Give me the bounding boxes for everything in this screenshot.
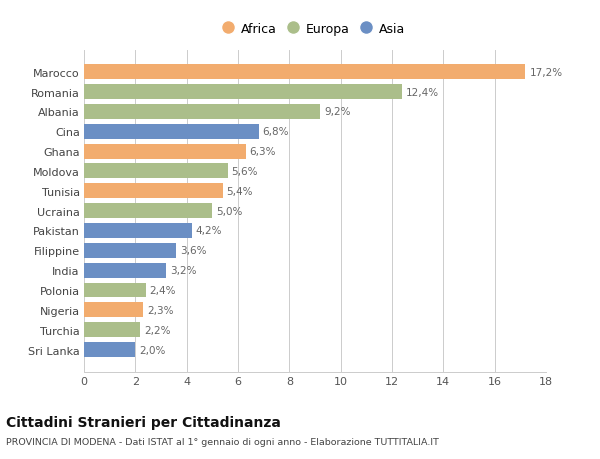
Text: 2,0%: 2,0% [139,345,166,355]
Bar [84,263,166,278]
Bar [84,164,228,179]
Bar [84,85,402,100]
Text: 12,4%: 12,4% [406,87,439,97]
Bar [84,323,140,337]
Legend: Africa, Europa, Asia: Africa, Europa, Asia [220,18,410,41]
Bar [84,342,136,357]
Text: PROVINCIA DI MODENA - Dati ISTAT al 1° gennaio di ogni anno - Elaborazione TUTTI: PROVINCIA DI MODENA - Dati ISTAT al 1° g… [6,437,439,446]
Text: 3,2%: 3,2% [170,266,196,275]
Bar [84,144,246,159]
Text: 3,6%: 3,6% [180,246,207,256]
Text: 2,3%: 2,3% [147,305,173,315]
Text: 2,4%: 2,4% [149,285,176,295]
Text: 6,8%: 6,8% [262,127,289,137]
Bar [84,224,192,238]
Text: 9,2%: 9,2% [324,107,350,117]
Text: 5,0%: 5,0% [216,206,242,216]
Text: 5,6%: 5,6% [232,167,258,177]
Text: 17,2%: 17,2% [529,67,562,78]
Bar [84,105,320,119]
Text: 6,3%: 6,3% [250,147,276,157]
Bar [84,124,259,140]
Text: Cittadini Stranieri per Cittadinanza: Cittadini Stranieri per Cittadinanza [6,415,281,429]
Bar [84,65,526,80]
Text: 4,2%: 4,2% [196,226,222,236]
Text: 2,2%: 2,2% [145,325,171,335]
Bar [84,303,143,318]
Bar [84,204,212,218]
Bar [84,283,146,298]
Text: 5,4%: 5,4% [226,186,253,196]
Bar [84,243,176,258]
Bar [84,184,223,199]
